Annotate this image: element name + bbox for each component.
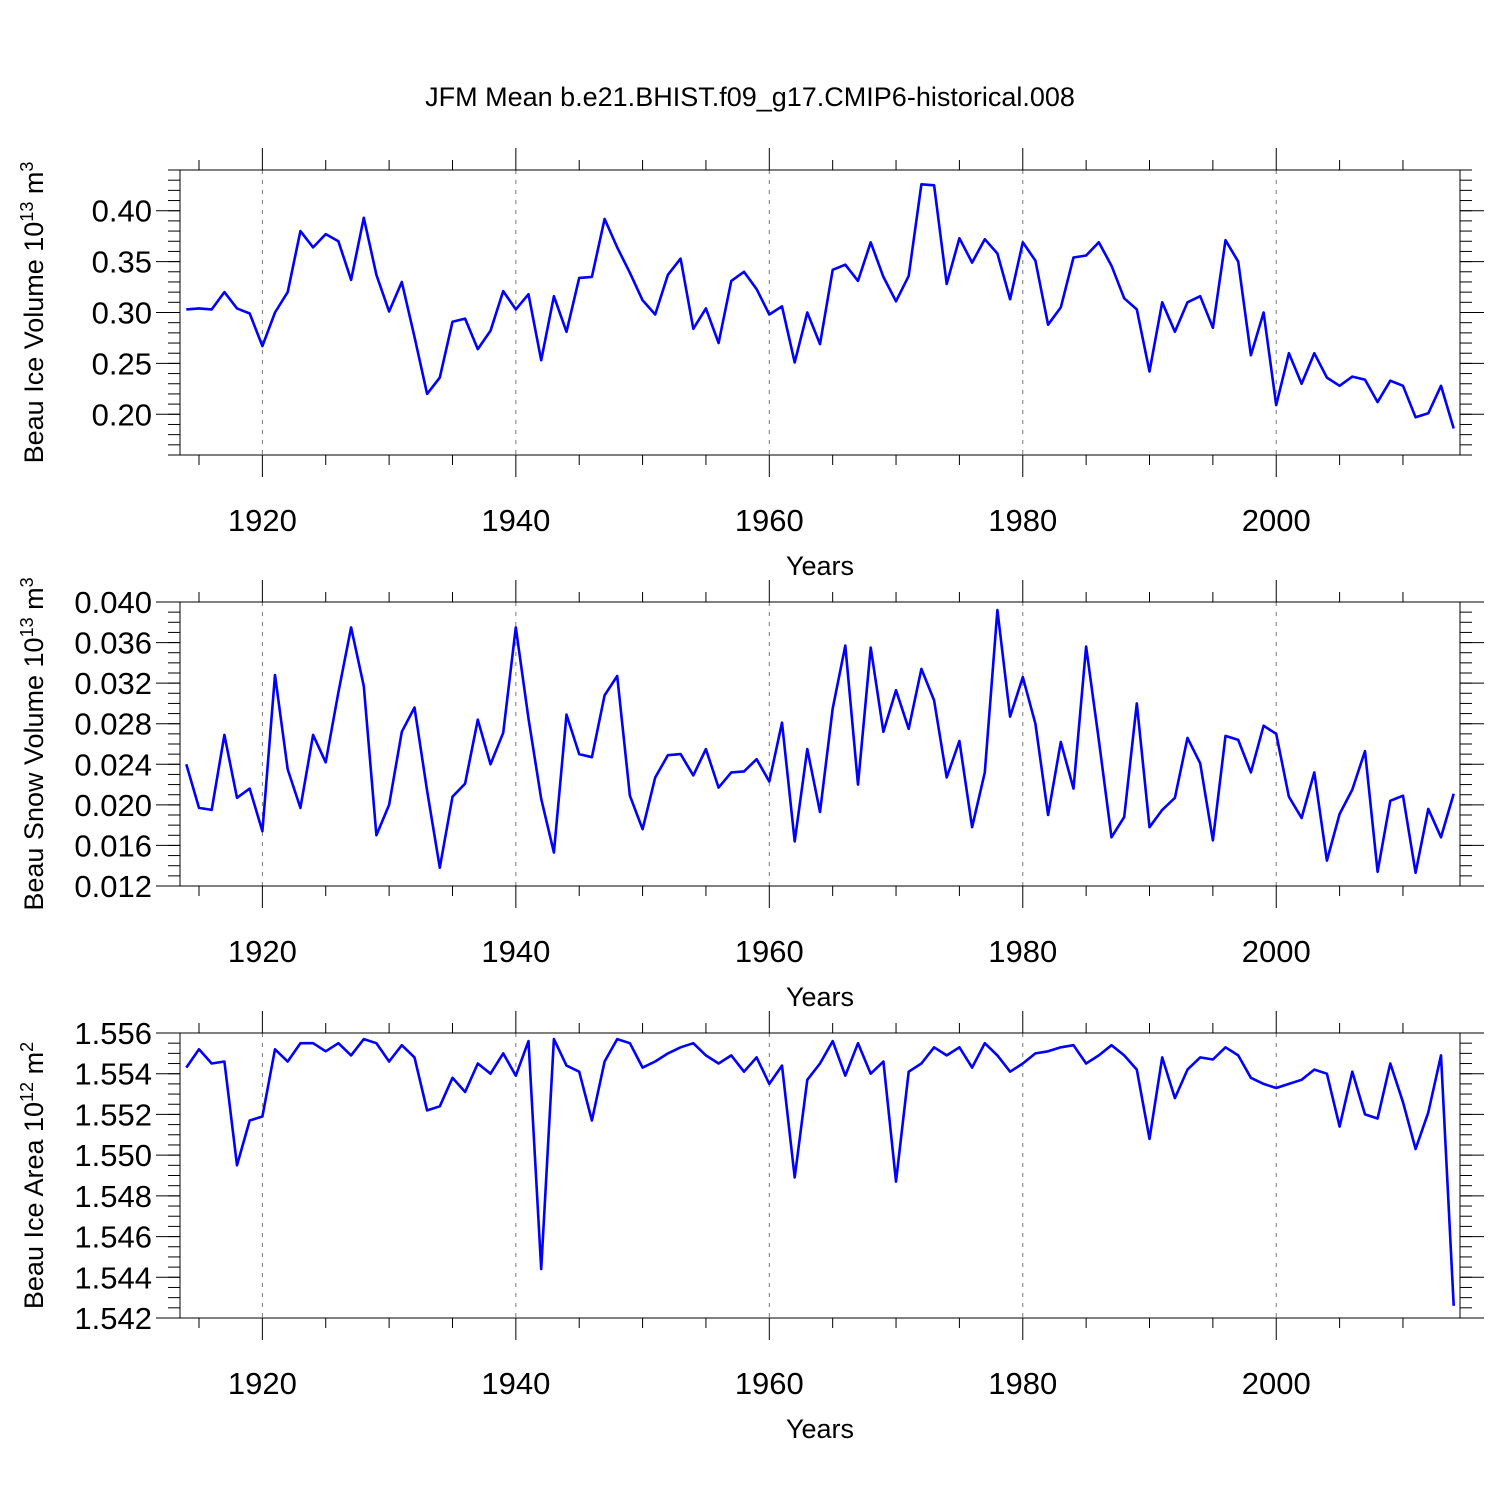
panels: 1920 1940 1960 1980 2000 Years 0.20 0.25 0.30 0.3… bbox=[17, 148, 1484, 1444]
x-axis-label: Years bbox=[786, 982, 854, 1012]
y-axis-label: Beau Ice Volume 1013 m3 bbox=[17, 162, 49, 464]
x-tick-label: 1940 bbox=[481, 1366, 550, 1401]
y-tick-label: 0.35 bbox=[92, 245, 152, 280]
y-tick-label: 1.548 bbox=[74, 1179, 152, 1214]
panel-ice-volume: 1920 1940 1960 1980 2000 Years 0.20 0.25 0.30 0.3… bbox=[17, 148, 1484, 581]
series-line-ice-area bbox=[185, 1037, 1455, 1306]
y-tick-label: 1.546 bbox=[74, 1220, 152, 1255]
panel-ice-area: 1920 1940 1960 1980 2000 Years 1.542 1.544 1.546… bbox=[17, 1011, 1484, 1444]
y-tick-label: 0.036 bbox=[74, 626, 152, 661]
x-tick-label: 1960 bbox=[735, 934, 804, 969]
y-tick-label: 0.30 bbox=[92, 296, 152, 331]
x-tick-label: 2000 bbox=[1242, 934, 1311, 969]
y-tick-label: 1.556 bbox=[74, 1016, 152, 1051]
x-tick-label: 1940 bbox=[481, 503, 550, 538]
figure-title: JFM Mean b.e21.BHIST.f09_g17.CMIP6-histo… bbox=[425, 82, 1075, 112]
plot-frame bbox=[179, 1032, 1461, 1319]
y-tick-label: 1.552 bbox=[74, 1097, 152, 1132]
x-tick-label: 1920 bbox=[228, 1366, 297, 1401]
x-tick-label: 2000 bbox=[1242, 1366, 1311, 1401]
x-tick-label: 1980 bbox=[988, 1366, 1057, 1401]
y-axis-label: Beau Ice Area 1012 m2 bbox=[17, 1042, 49, 1309]
y-tick-label: 1.542 bbox=[74, 1301, 152, 1336]
y-tick-label: 0.012 bbox=[74, 869, 152, 904]
x-tick-label: 1920 bbox=[228, 934, 297, 969]
y-tick-label: 1.550 bbox=[74, 1138, 152, 1173]
y-axis-label: Beau Snow Volume 1013 m3 bbox=[17, 577, 49, 910]
x-tick-label: 1960 bbox=[735, 503, 804, 538]
x-axis-label: Years bbox=[786, 551, 854, 581]
y-tick-label: 0.032 bbox=[74, 666, 152, 701]
y-tick-label: 0.25 bbox=[92, 346, 152, 381]
series-line-snow-volume bbox=[185, 608, 1455, 875]
y-tick-label: 0.20 bbox=[92, 397, 152, 432]
y-tick-label: 1.554 bbox=[74, 1057, 152, 1092]
y-tick-label: 0.040 bbox=[74, 585, 152, 620]
x-tick-label: 1940 bbox=[481, 934, 550, 969]
x-tick-label: 1920 bbox=[228, 503, 297, 538]
panel-snow-volume: 1920 1940 1960 1980 2000 Years 0.012 0.016 0.020… bbox=[17, 577, 1484, 1012]
y-tick-label: 0.016 bbox=[74, 828, 152, 863]
x-tick-label: 2000 bbox=[1242, 503, 1311, 538]
y-tick-label: 0.024 bbox=[74, 747, 152, 782]
y-tick-label: 0.40 bbox=[92, 194, 152, 229]
x-tick-label: 1980 bbox=[988, 934, 1057, 969]
x-tick-label: 1960 bbox=[735, 1366, 804, 1401]
series-line-ice-volume bbox=[186, 183, 1455, 429]
x-axis-label: Years bbox=[786, 1414, 854, 1444]
y-tick-label: 0.028 bbox=[74, 707, 152, 742]
y-tick-label: 1.544 bbox=[74, 1260, 152, 1295]
plot-frame bbox=[179, 601, 1461, 887]
x-tick-label: 1980 bbox=[988, 503, 1057, 538]
y-tick-label: 0.020 bbox=[74, 788, 152, 823]
plot-frame bbox=[179, 169, 1461, 456]
